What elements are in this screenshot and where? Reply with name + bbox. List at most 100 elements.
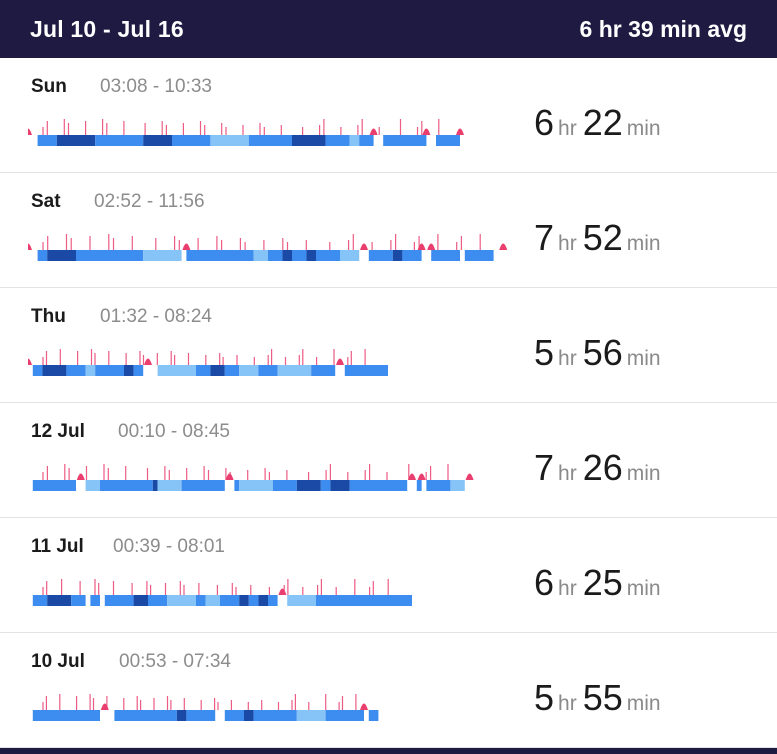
restless-tick — [268, 587, 270, 595]
sleep-stage-segment — [431, 250, 460, 261]
hr-unit: hr — [558, 232, 577, 255]
sleep-stage-segment — [32, 595, 48, 606]
awake-marker — [422, 128, 431, 135]
awake-marker — [336, 358, 344, 365]
duration-hours: 5 — [534, 677, 555, 718]
awake-marker — [465, 473, 474, 480]
restless-tick — [168, 470, 170, 480]
restless-tick — [460, 236, 462, 250]
restless-tick — [350, 351, 352, 365]
restless-tick — [364, 349, 366, 365]
restless-tick — [214, 698, 216, 710]
duration-hours: 5 — [534, 332, 555, 373]
sleep-stage-segment — [196, 595, 206, 606]
sleep-stage-segment — [196, 365, 211, 376]
restless-tick — [136, 696, 138, 710]
sleep-stage-segment — [392, 250, 403, 261]
restless-tick — [287, 579, 289, 595]
restless-tick — [123, 121, 125, 135]
sleep-stage-segment — [157, 365, 196, 376]
sleep-entry[interactable]: Sat 02:52 - 11:56 7 hr 52 min — [0, 173, 777, 288]
restless-tick — [106, 123, 108, 135]
restless-tick — [90, 349, 93, 365]
restless-tick — [430, 466, 432, 480]
sleep-stage-segment — [181, 480, 225, 491]
sleep-entry[interactable]: 12 Jul 00:10 - 08:45 7 hr 26 min — [0, 403, 777, 518]
sleep-stage-chart — [28, 349, 388, 376]
restless-tick — [347, 472, 349, 480]
restless-tick — [316, 357, 318, 365]
sleep-stage-segment — [306, 250, 316, 261]
restless-tick — [156, 353, 158, 365]
restless-tick — [46, 121, 48, 135]
restless-tick — [294, 694, 296, 710]
sleep-stage-segment — [349, 480, 408, 491]
restless-tick — [123, 698, 125, 710]
sleep-stage-segment — [224, 710, 244, 721]
time-range: 01:32 - 08:24 — [100, 306, 212, 327]
sleep-entry[interactable]: 11 Jul 00:39 - 08:01 6 hr 25 min — [0, 518, 777, 633]
restless-tick — [271, 349, 273, 365]
restless-tick — [341, 696, 344, 710]
sleep-duration: 7 hr 26 min — [534, 447, 667, 489]
sleep-entry[interactable]: Thu 01:32 - 08:24 5 hr 56 min — [0, 288, 777, 403]
sleep-stage-segment — [426, 480, 451, 491]
restless-tick — [395, 234, 397, 250]
awake-marker — [278, 588, 287, 595]
sleep-stage-segment — [268, 250, 283, 261]
restless-tick — [85, 121, 87, 135]
restless-tick — [42, 127, 44, 135]
restless-tick — [108, 351, 110, 365]
awake-marker — [499, 243, 508, 250]
awake-marker — [76, 473, 85, 480]
restless-tick — [179, 581, 181, 595]
restless-tick — [70, 238, 72, 250]
restless-tick — [219, 353, 221, 365]
date-range-title[interactable]: Jul 10 - Jul 16 — [30, 15, 184, 42]
restless-tick — [61, 579, 63, 595]
restless-tick — [413, 242, 415, 250]
sleep-stage-segment — [359, 135, 374, 146]
sleep-stage-segment — [450, 480, 465, 491]
restless-tick — [369, 587, 371, 595]
sleep-stage-segment — [239, 480, 273, 491]
restless-tick — [182, 123, 184, 135]
sleep-entry[interactable]: 10 Jul 00:53 - 07:34 5 hr 55 min — [0, 633, 777, 748]
restless-tick — [329, 242, 331, 250]
sleep-stage-segment — [104, 595, 134, 606]
sleep-stage-segment — [244, 710, 254, 721]
restless-tick — [253, 357, 255, 365]
restless-tick — [150, 585, 152, 595]
min-unit: min — [626, 462, 661, 485]
sleep-stage-segment — [383, 135, 427, 146]
restless-tick — [244, 242, 246, 250]
restless-tick — [291, 700, 293, 710]
restless-tick — [203, 466, 205, 480]
restless-tick — [369, 464, 371, 480]
restless-tick — [387, 579, 389, 595]
sleep-duration: 6 hr 25 min — [534, 562, 667, 604]
restless-tick — [418, 236, 420, 250]
sleep-stage-segment — [32, 480, 76, 491]
sleep-stage-chart — [32, 579, 412, 606]
sleep-stage-segment — [152, 480, 158, 491]
restless-tick — [183, 698, 185, 710]
min-unit: min — [626, 232, 661, 255]
sleep-stage-segment — [133, 365, 144, 376]
awake-marker — [360, 703, 368, 710]
awake-marker — [417, 473, 426, 480]
restless-tick — [340, 127, 342, 135]
sleep-stage-segment — [85, 365, 96, 376]
sleep-stage-segment — [186, 710, 216, 721]
day-label: 10 Jul — [31, 651, 85, 672]
restless-tick — [46, 466, 48, 480]
restless-tick — [390, 240, 392, 250]
time-range: 02:52 - 11:56 — [94, 191, 205, 212]
sleep-stage-segment — [234, 480, 240, 491]
sleep-entry[interactable]: Sun 03:08 - 10:33 6 hr 22 min — [0, 58, 777, 173]
restless-tick — [338, 702, 340, 710]
restless-tick — [364, 470, 366, 480]
restless-tick — [308, 472, 310, 480]
restless-tick — [283, 585, 285, 595]
sleep-stage-segment — [330, 480, 350, 491]
